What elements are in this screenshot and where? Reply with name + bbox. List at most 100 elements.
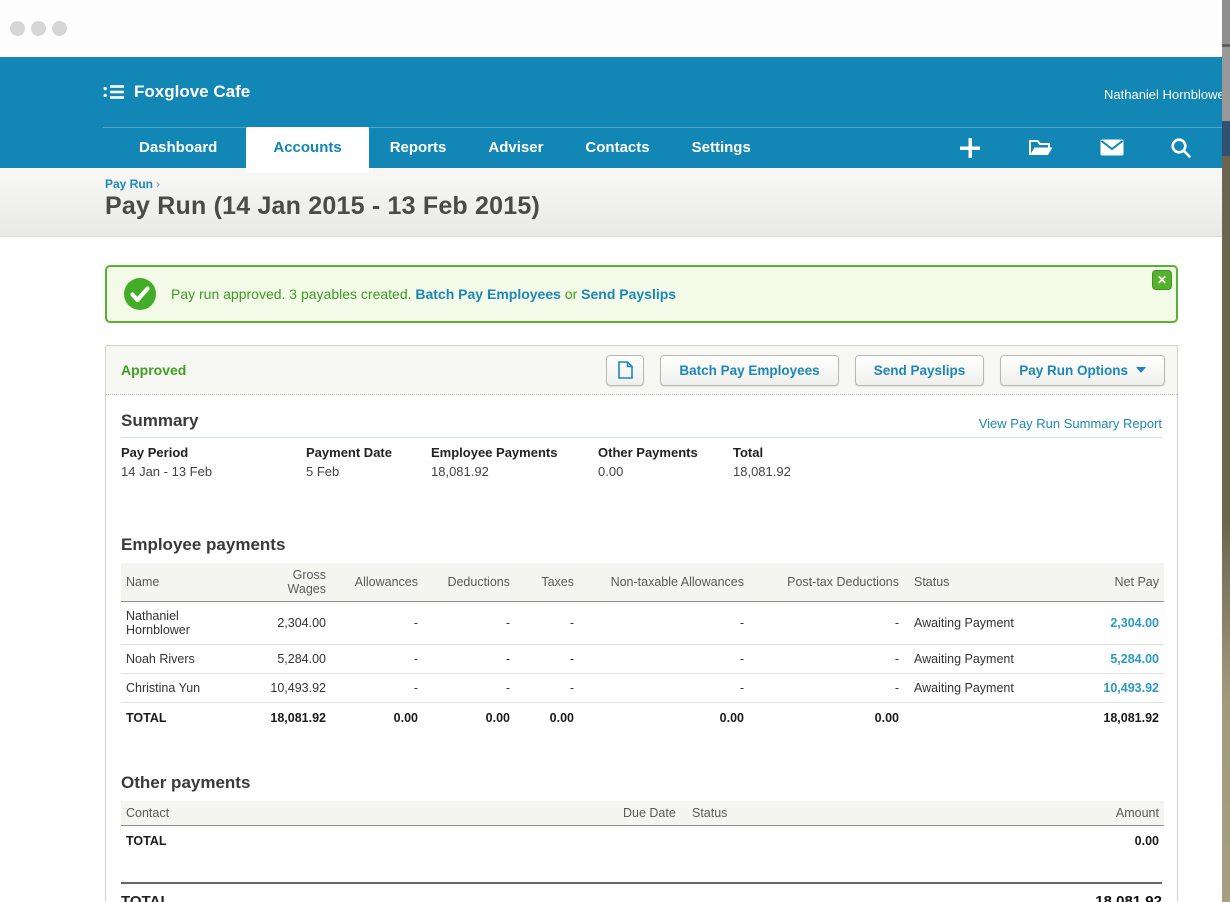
col-contact: Contact [121, 801, 618, 826]
breadcrumb-separator: › [156, 177, 161, 191]
col-status: Status [904, 563, 1054, 602]
gross-wages-cell: 10,493.92 [251, 673, 331, 703]
summary-field-value: 18,081.92 [733, 464, 791, 479]
employee-name: Noah Rivers [121, 644, 251, 674]
org-switcher[interactable]: Foxglove Cafe [103, 82, 250, 102]
files-folder-icon[interactable] [1028, 138, 1054, 158]
non-taxable-cell: - [579, 673, 749, 703]
tab-accounts[interactable]: Accounts [246, 127, 369, 173]
batch-pay-employees-button[interactable]: Batch Pay Employees [660, 354, 839, 386]
total-post-tax: 0.00 [749, 702, 904, 733]
org-name: Foxglove Cafe [134, 82, 251, 101]
breadcrumb: Pay Run › [105, 177, 1222, 191]
grand-total-label: TOTAL [121, 893, 170, 902]
col-deductions: Deductions [423, 563, 515, 602]
status-cell: Awaiting Payment [904, 601, 1054, 645]
summary-field-label: Other Payments [598, 445, 698, 460]
banner-send-payslips-link[interactable]: Send Payslips [581, 286, 677, 302]
view-summary-report-link[interactable]: View Pay Run Summary Report [978, 416, 1162, 431]
tab-adviser[interactable]: Adviser [488, 139, 544, 156]
total-deductions: 0.00 [423, 702, 515, 733]
toolbar-buttons: Batch Pay Employees Send Payslips Pay Ru… [606, 354, 1165, 386]
net-pay-link[interactable]: 2,304.00 [1110, 616, 1159, 630]
org-menu-icon [103, 84, 125, 100]
deductions-cell: - [423, 601, 515, 645]
banner-message-text: Pay run approved. 3 payables created. [171, 286, 412, 302]
window-close-button[interactable] [10, 21, 25, 36]
summary-field-label: Total [733, 445, 764, 460]
employee-payments-heading: Employee payments [121, 535, 286, 554]
employee-payments-table: Name Gross Wages Allowances Deductions T… [121, 563, 1164, 733]
mail-icon[interactable] [1100, 139, 1124, 156]
success-check-icon [123, 277, 157, 311]
summary-field-label: Pay Period [121, 445, 189, 460]
summary-field-label: Payment Date [306, 445, 392, 460]
page-title: Pay Run (14 Jan 2015 - 13 Feb 2015) [105, 192, 540, 220]
document-icon [618, 361, 633, 379]
breadcrumb-pay-run-link[interactable]: Pay Run [105, 177, 154, 191]
net-pay-link[interactable]: 10,493.92 [1103, 681, 1159, 695]
status-cell: Awaiting Payment [904, 673, 1054, 703]
col-non-taxable-allowances: Non-taxable Allowances [579, 563, 749, 602]
pay-run-options-button[interactable]: Pay Run Options [1000, 354, 1165, 386]
search-icon[interactable] [1170, 137, 1192, 159]
nav-tabs: Dashboard Accounts Reports Adviser Conta… [118, 127, 772, 173]
taxes-cell: - [515, 673, 579, 703]
summary-field: Payment Date 5 Feb [306, 445, 431, 479]
print-document-button[interactable] [606, 354, 645, 386]
window-maximize-button[interactable] [52, 21, 67, 36]
total-due-date [618, 825, 682, 856]
col-allowances: Allowances [331, 563, 423, 602]
app-header: Foxglove Cafe Nathaniel Hornblower Dashb… [0, 57, 1222, 173]
taxes-cell: - [515, 601, 579, 645]
allowances-cell: - [331, 601, 423, 645]
success-banner: Pay run approved. 3 payables created. Ba… [105, 265, 1178, 323]
non-taxable-cell: - [579, 644, 749, 674]
allowances-cell: - [331, 644, 423, 674]
summary-heading-row: Summary View Pay Run Summary Report [121, 411, 1162, 438]
banner-close-icon[interactable]: ✕ [1152, 270, 1172, 290]
post-tax-cell: - [749, 673, 904, 703]
col-gross-wages: Gross Wages [251, 563, 331, 602]
tab-reports[interactable]: Reports [389, 139, 447, 156]
gross-wages-cell: 5,284.00 [251, 644, 331, 674]
col-net-pay: Net Pay [1054, 563, 1164, 602]
banner-connector: or [564, 286, 578, 302]
summary-grid: Pay Period 14 Jan - 13 Feb Payment Date … [121, 445, 1162, 479]
send-payslips-button[interactable]: Send Payslips [854, 354, 985, 386]
other-payments-table: Contact Due Date Status Amount TOTAL [121, 801, 1164, 856]
tab-settings[interactable]: Settings [691, 139, 751, 156]
user-menu[interactable]: Nathaniel Hornblower [1104, 87, 1222, 102]
chevron-down-icon [1136, 367, 1146, 373]
banner-batch-pay-link[interactable]: Batch Pay Employees [415, 286, 561, 302]
other-total-row: TOTAL 0.00 [121, 825, 1164, 856]
non-taxable-cell: - [579, 601, 749, 645]
employee-row: Christina Yun 10,493.92 - - - - - Awaiti… [121, 673, 1164, 703]
add-new-icon[interactable] [958, 136, 982, 160]
total-net-pay: 18,081.92 [1054, 702, 1164, 733]
background-window-sliver [1222, 0, 1230, 902]
total-non-taxable: 0.00 [579, 702, 749, 733]
gross-wages-cell: 2,304.00 [251, 601, 331, 645]
post-tax-cell: - [749, 601, 904, 645]
allowances-cell: - [331, 673, 423, 703]
app-header-upper: Foxglove Cafe Nathaniel Hornblower [0, 57, 1222, 127]
deductions-cell: - [423, 644, 515, 674]
pay-run-options-label: Pay Run Options [1019, 362, 1128, 378]
total-taxes: 0.00 [515, 702, 579, 733]
page-content: Pay run approved. 3 payables created. Ba… [0, 265, 1222, 902]
window-minimize-button[interactable] [31, 21, 46, 36]
employee-row: Nathaniel Hornblower 2,304.00 - - - - - … [121, 601, 1164, 645]
post-tax-cell: - [749, 644, 904, 674]
net-pay-link[interactable]: 5,284.00 [1110, 652, 1159, 666]
summary-section: Summary View Pay Run Summary Report Pay … [121, 411, 1162, 479]
banner-message: Pay run approved. 3 payables created. Ba… [171, 286, 676, 302]
tab-contacts[interactable]: Contacts [585, 139, 650, 156]
employee-name: Nathaniel Hornblower [121, 601, 251, 645]
status-cell: Awaiting Payment [904, 644, 1054, 674]
tab-dashboard[interactable]: Dashboard [139, 139, 218, 156]
other-payments-heading: Other payments [121, 773, 251, 792]
col-due-date: Due Date [618, 801, 682, 826]
nav-action-icons [958, 127, 1192, 168]
